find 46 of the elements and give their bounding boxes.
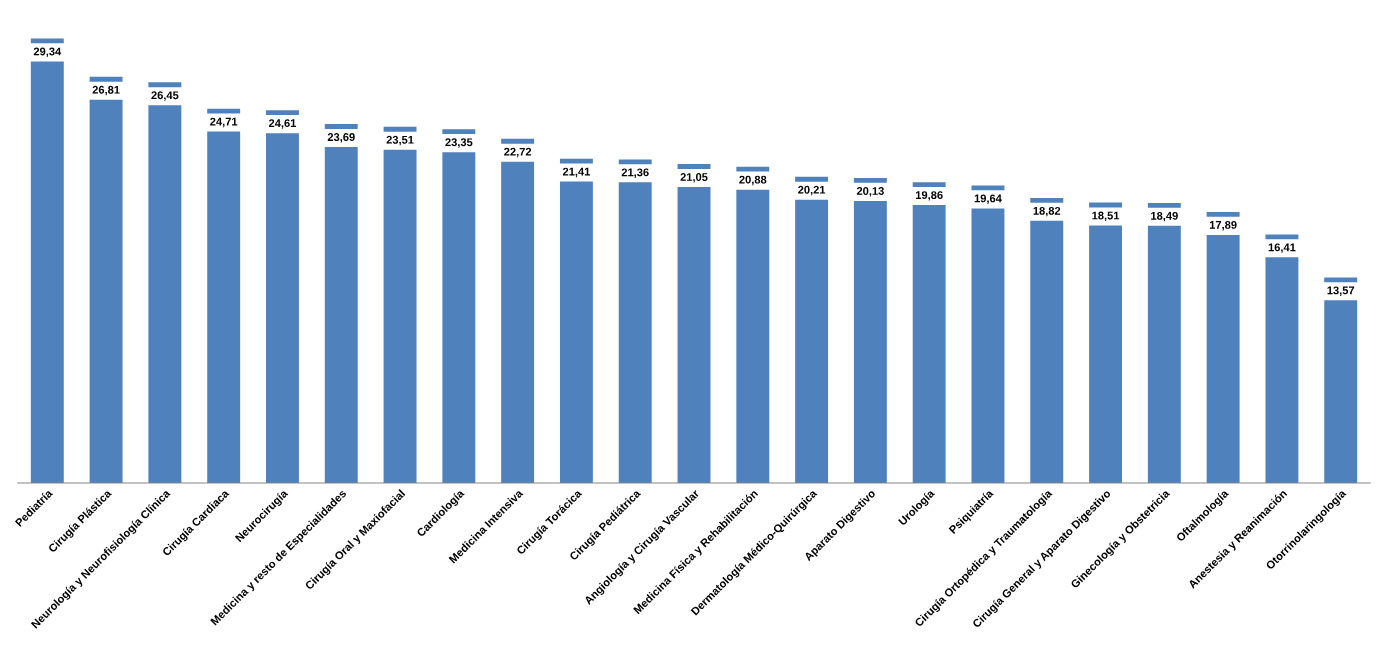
data-label: 19,64 <box>974 194 1002 204</box>
data-label: 18,51 <box>1092 211 1120 222</box>
bar <box>853 178 887 483</box>
bar <box>442 129 476 483</box>
data-label: 19,86 <box>915 191 943 201</box>
data-label: 26,81 <box>92 85 120 96</box>
data-label: 16,41 <box>1268 243 1296 253</box>
bar <box>1147 202 1181 483</box>
data-label: 24,61 <box>268 119 297 129</box>
data-label: 18,82 <box>1033 206 1061 217</box>
data-label: 26,45 <box>151 91 179 101</box>
bar <box>1206 211 1240 483</box>
data-label: 29,34 <box>33 47 62 58</box>
bar <box>912 182 946 483</box>
data-label: 23,51 <box>386 135 414 146</box>
data-label: 21,05 <box>680 173 708 183</box>
data-label: 20,21 <box>798 185 826 196</box>
data-label: 20,13 <box>856 187 884 197</box>
data-label: 21,36 <box>621 168 649 178</box>
data-label: 20,88 <box>739 175 767 186</box>
bar <box>1265 234 1299 483</box>
bar <box>618 159 652 483</box>
data-label: 23,69 <box>327 133 355 143</box>
data-label: 24,71 <box>210 117 238 128</box>
bar <box>559 158 593 483</box>
data-label: 21,41 <box>562 167 591 178</box>
bar <box>677 164 711 483</box>
bar <box>266 110 299 483</box>
bar <box>383 126 417 483</box>
bar <box>795 176 829 483</box>
bar <box>736 166 770 483</box>
bar <box>501 138 535 483</box>
bar <box>89 76 123 483</box>
bar <box>30 38 64 483</box>
bar <box>1030 197 1064 483</box>
bar <box>324 124 358 483</box>
data-label: 22,72 <box>504 147 532 158</box>
bar <box>148 82 182 483</box>
bar <box>207 108 241 483</box>
data-label: 13,57 <box>1327 286 1355 296</box>
data-label: 23,35 <box>445 138 473 148</box>
bar <box>1089 202 1123 483</box>
data-label: 17,89 <box>1209 220 1237 231</box>
bar <box>971 185 1005 483</box>
bar <box>1324 277 1358 483</box>
data-label: 18,49 <box>1151 211 1178 222</box>
